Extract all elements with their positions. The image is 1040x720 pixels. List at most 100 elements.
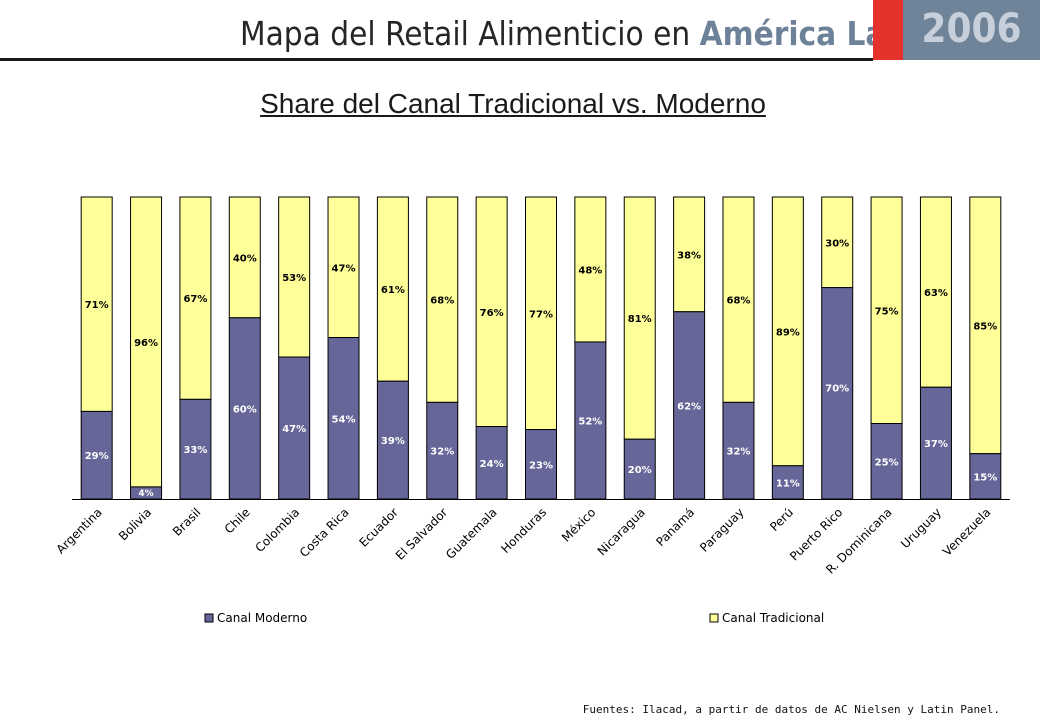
data-label-canal-moderno: 25% — [875, 457, 899, 468]
bar-canal-tradicional — [821, 196, 854, 289]
category-tick-label: Ecuador — [356, 505, 401, 550]
chart-title: Share del Canal Tradicional vs. Moderno — [260, 88, 766, 119]
data-label-canal-moderno: 29% — [85, 451, 109, 462]
bar-canal-moderno — [327, 337, 360, 500]
bar-canal-moderno — [673, 311, 706, 500]
category-tick-label: Nicaragua — [595, 505, 648, 558]
data-label-canal-moderno: 33% — [183, 445, 207, 456]
data-label-canal-moderno: 37% — [924, 439, 948, 450]
bar-canal-tradicional — [376, 196, 409, 382]
data-label-canal-moderno: 15% — [973, 472, 997, 483]
data-label-canal-moderno: 32% — [727, 447, 751, 458]
data-label-canal-tradicional: 71% — [85, 300, 109, 311]
data-label-canal-moderno: 20% — [628, 465, 652, 476]
stacked-bar-chart: 29% 71% Argentina 4% 96% Bolivia 33% 67% Brasil 6… — [54, 196, 1010, 625]
data-label-canal-tradicional: 53% — [282, 273, 306, 284]
data-label-canal-tradicional: 67% — [183, 294, 207, 305]
category-tick-label: Uruguay — [898, 505, 944, 551]
header-title: Mapa del Retail Alimenticio en América L… — [240, 14, 951, 53]
data-label-canal-tradicional: 48% — [578, 265, 602, 276]
bar-canal-tradicional — [969, 196, 1002, 455]
legend-label-canal-moderno: Canal Moderno — [217, 611, 307, 625]
data-label-canal-tradicional: 77% — [529, 309, 553, 320]
category-tick-label: Chile — [222, 505, 253, 536]
data-label-canal-tradicional: 47% — [332, 263, 356, 274]
bar-canal-moderno — [179, 398, 212, 500]
data-label-canal-tradicional: 38% — [677, 250, 701, 261]
category-tick-label: Panamá — [653, 505, 697, 549]
bar-canal-moderno — [228, 317, 261, 500]
data-label-canal-moderno: 32% — [430, 447, 454, 458]
legend-swatch-canal-tradicional — [709, 613, 719, 623]
data-label-canal-tradicional: 68% — [727, 296, 751, 307]
bar-canal-tradicional — [475, 196, 508, 428]
header-red-block — [873, 0, 903, 60]
data-label-canal-tradicional: 40% — [233, 253, 257, 264]
bar-canal-moderno — [475, 426, 508, 500]
source-note: Fuentes: Ilacad, a partir de datos de AC… — [582, 703, 1000, 716]
bar-canal-moderno — [525, 429, 557, 500]
bar-canal-tradicional — [327, 196, 360, 339]
category-tick-label: Costa Rica — [297, 505, 352, 560]
bar-canal-tradicional — [574, 196, 607, 343]
bar-canal-moderno — [821, 287, 854, 500]
category-tick-label: Colombia — [253, 505, 303, 555]
data-label-canal-tradicional: 85% — [973, 321, 997, 332]
bar-canal-tradicional — [673, 196, 706, 313]
category-tick-label: Venezuela — [940, 505, 993, 558]
category-tick-label: Paraguay — [697, 505, 747, 555]
header-year: 2006 — [921, 6, 1022, 52]
legend-swatch-canal-moderno — [204, 613, 214, 623]
category-tick-label: Brasil — [170, 505, 204, 539]
header-rule — [0, 58, 873, 61]
data-label-canal-moderno: 23% — [529, 460, 553, 471]
data-label-canal-tradicional: 68% — [430, 296, 454, 307]
data-label-canal-tradicional: 75% — [875, 306, 899, 317]
data-label-canal-tradicional: 63% — [924, 288, 948, 299]
data-label-canal-tradicional: 96% — [134, 338, 158, 349]
category-tick-label: Honduras — [498, 505, 549, 556]
bar-canal-moderno — [870, 423, 903, 500]
category-tick-label: México — [559, 505, 599, 545]
data-label-canal-moderno: 47% — [282, 424, 306, 435]
bar-canal-moderno — [574, 341, 607, 500]
category-tick-label: Bolivia — [116, 505, 154, 543]
data-label-canal-tradicional: 89% — [776, 327, 800, 338]
bar-canal-moderno — [376, 380, 409, 500]
bar-canal-tradicional — [771, 196, 804, 467]
data-label-canal-moderno: 24% — [480, 459, 504, 470]
data-label-canal-moderno: 54% — [332, 414, 356, 425]
bar-canal-tradicional — [722, 196, 755, 403]
data-label-canal-moderno: 39% — [381, 436, 405, 447]
data-label-canal-tradicional: 76% — [480, 308, 504, 319]
bar-canal-tradicional — [919, 196, 952, 388]
data-label-canal-moderno: 4% — [138, 489, 153, 499]
bar-canal-tradicional — [130, 196, 163, 488]
bar-canal-moderno — [623, 438, 656, 500]
bar-canal-moderno — [969, 453, 1002, 500]
data-label-canal-moderno: 70% — [825, 384, 849, 395]
data-label-canal-tradicional: 61% — [381, 285, 405, 296]
data-label-canal-tradicional: 81% — [628, 314, 652, 325]
category-tick-label: Argentina — [54, 505, 105, 556]
category-tick-label: El Salvador — [393, 505, 451, 563]
bar-canal-tradicional — [870, 196, 903, 424]
category-tick-label: Guatemala — [443, 505, 500, 562]
data-label-canal-moderno: 52% — [578, 416, 602, 427]
bar-canal-tradicional — [80, 196, 113, 412]
header-year-block: 2006 — [903, 0, 1040, 60]
bar-canal-moderno — [919, 386, 952, 500]
bar-canal-moderno — [80, 410, 113, 500]
data-label-canal-moderno: 11% — [776, 478, 800, 489]
bar-canal-tradicional — [278, 196, 311, 358]
bar-canal-tradicional — [525, 196, 557, 431]
data-label-canal-moderno: 60% — [233, 404, 257, 415]
header: Mapa del Retail Alimenticio en América L… — [0, 0, 1040, 62]
category-tick-label: Perú — [767, 505, 796, 534]
data-label-canal-tradicional: 30% — [825, 238, 849, 249]
bar-canal-tradicional — [179, 196, 212, 400]
bar-canal-moderno — [426, 401, 459, 500]
legend-label-canal-tradicional: Canal Tradicional — [722, 611, 824, 625]
header-title-main: Mapa del Retail Alimenticio en — [240, 14, 691, 53]
bar-canal-tradicional — [426, 196, 459, 403]
